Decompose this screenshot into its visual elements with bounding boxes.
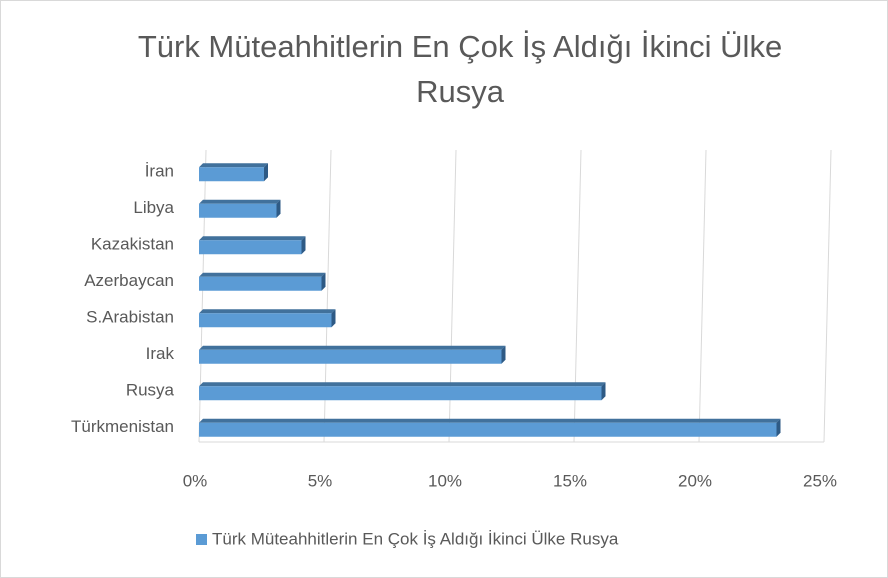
x-tick-label: 5% [308, 471, 333, 490]
y-tick-label: Rusya [126, 381, 175, 400]
bar-side [264, 163, 268, 182]
bar-top [199, 309, 336, 314]
x-tick-label: 25% [803, 471, 837, 490]
y-tick-label: İran [145, 162, 174, 181]
y-tick-label: Türkmenistan [71, 417, 174, 436]
bar-top [199, 382, 606, 387]
x-tick-label: 20% [678, 471, 712, 490]
legend-swatch [196, 534, 207, 545]
y-tick-label: S.Arabistan [86, 308, 174, 327]
bar-top [199, 163, 268, 168]
chart-title: Türk Müteahhitlerin En Çok İş Aldığı İki… [137, 29, 783, 109]
y-tick-label: Azerbaycan [84, 271, 174, 290]
bar [199, 422, 777, 437]
bar [199, 349, 502, 364]
bar-top [199, 236, 306, 241]
bar-top [199, 199, 281, 204]
bar [199, 167, 264, 182]
x-tick-label: 0% [183, 471, 208, 490]
bar-side [321, 272, 326, 291]
bar [199, 203, 277, 218]
bar [199, 386, 602, 401]
bar-top [199, 418, 781, 423]
x-tick-label: 10% [428, 471, 462, 490]
bar-side [276, 199, 281, 218]
y-tick-label: Libya [133, 198, 174, 217]
legend-label: Türk Müteahhitlerin En Çok İş Aldığı İki… [212, 529, 619, 548]
bar-top [199, 272, 326, 277]
grid-line [823, 149, 832, 443]
bar [199, 240, 302, 255]
bar-side [776, 418, 781, 437]
bar [199, 276, 322, 291]
grid-line [698, 149, 707, 443]
y-tick-label: Irak [146, 344, 175, 363]
bar-top [199, 345, 506, 350]
bar [199, 313, 332, 328]
bar-side [601, 382, 606, 401]
bar-side [501, 345, 506, 364]
x-tick-label: 15% [553, 471, 587, 490]
bar-side [331, 309, 336, 328]
y-tick-label: Kazakistan [91, 235, 174, 254]
bar-side [301, 236, 306, 255]
